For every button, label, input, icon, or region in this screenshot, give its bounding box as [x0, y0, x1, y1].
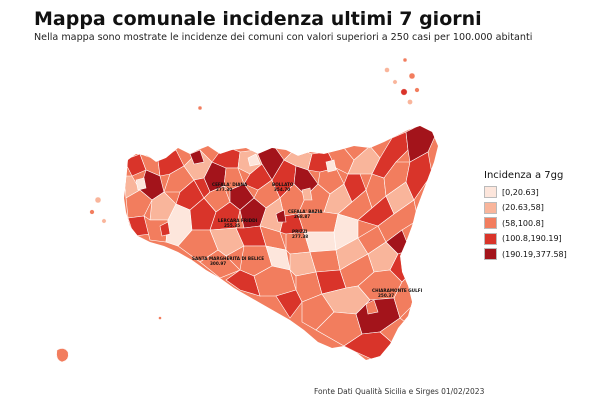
legend-swatch [484, 248, 497, 260]
map-label-name: BOLLATO [272, 182, 294, 187]
map-label-value: 354.70 [274, 187, 290, 192]
legend-title: Incidenza a 7gg [484, 170, 564, 181]
map-label-value: 250.37 [378, 293, 394, 298]
map-label-name: LERCARA FRIDDI [218, 218, 258, 223]
western-islands [89, 105, 203, 224]
legend-item: (20.63,58] [484, 201, 567, 215]
pelagie-island [158, 316, 162, 320]
legend-item: (100.8,190.19] [484, 232, 567, 246]
legend-label: [0,20.63] [502, 187, 539, 197]
legend-swatch [484, 232, 497, 245]
page-subtitle: Nella mappa sono mostrate le incidenze d… [34, 32, 533, 43]
source-note: Fonte Dati Qualità Sicilia e Sirges 01/0… [314, 387, 485, 396]
municipality-labels: CEFALA' DIANA 277.30 BOLLATO 354.70 CEFA… [192, 182, 423, 298]
legend-label: (100.8,190.19] [502, 234, 562, 243]
legend-swatch [484, 217, 497, 229]
map-label-name: CHIARAMONTE GULFI [372, 288, 423, 293]
map-label-name: CEFALA' DIANA [212, 182, 248, 187]
map-label-value: 268.87 [294, 214, 310, 219]
legend-label: (58,100.8] [502, 218, 544, 228]
municipalities [124, 126, 438, 360]
legend-swatch [484, 186, 497, 198]
page-title: Mappa comunale incidenza ultimi 7 giorni [34, 8, 482, 30]
legend-label: (190.19,377.58] [502, 249, 567, 259]
map-label-name: PRIZZI [292, 229, 308, 234]
legend-item: [0,20.63] [484, 185, 567, 199]
map-legend: Incidenza a 7gg [0,20.63] (20.63,58] (58… [484, 170, 567, 263]
map-label-value: 255.35 [224, 223, 240, 228]
map-svg: CEFALA' DIANA 277.30 BOLLATO 354.70 CEFA… [56, 57, 438, 363]
map-label-name: SANTA MARGHERITA DI BELICE [192, 256, 264, 261]
map-label-value: 277.30 [216, 187, 232, 192]
map-label-value: 300.97 [210, 261, 226, 266]
map-label-value: 277.38 [292, 234, 308, 239]
legend-label: (20.63,58] [502, 203, 544, 212]
legend-item: (58,100.8] [484, 216, 567, 230]
legend-item: (190.19,377.58] [484, 247, 567, 261]
legend-swatch [484, 201, 497, 214]
sicily-map: CEFALA' DIANA 277.30 BOLLATO 354.70 CEFA… [40, 50, 480, 380]
pantelleria-island [56, 348, 69, 363]
map-label-name: CEFALA' BAZIA [288, 209, 323, 214]
aeolian-islands [384, 57, 420, 105]
